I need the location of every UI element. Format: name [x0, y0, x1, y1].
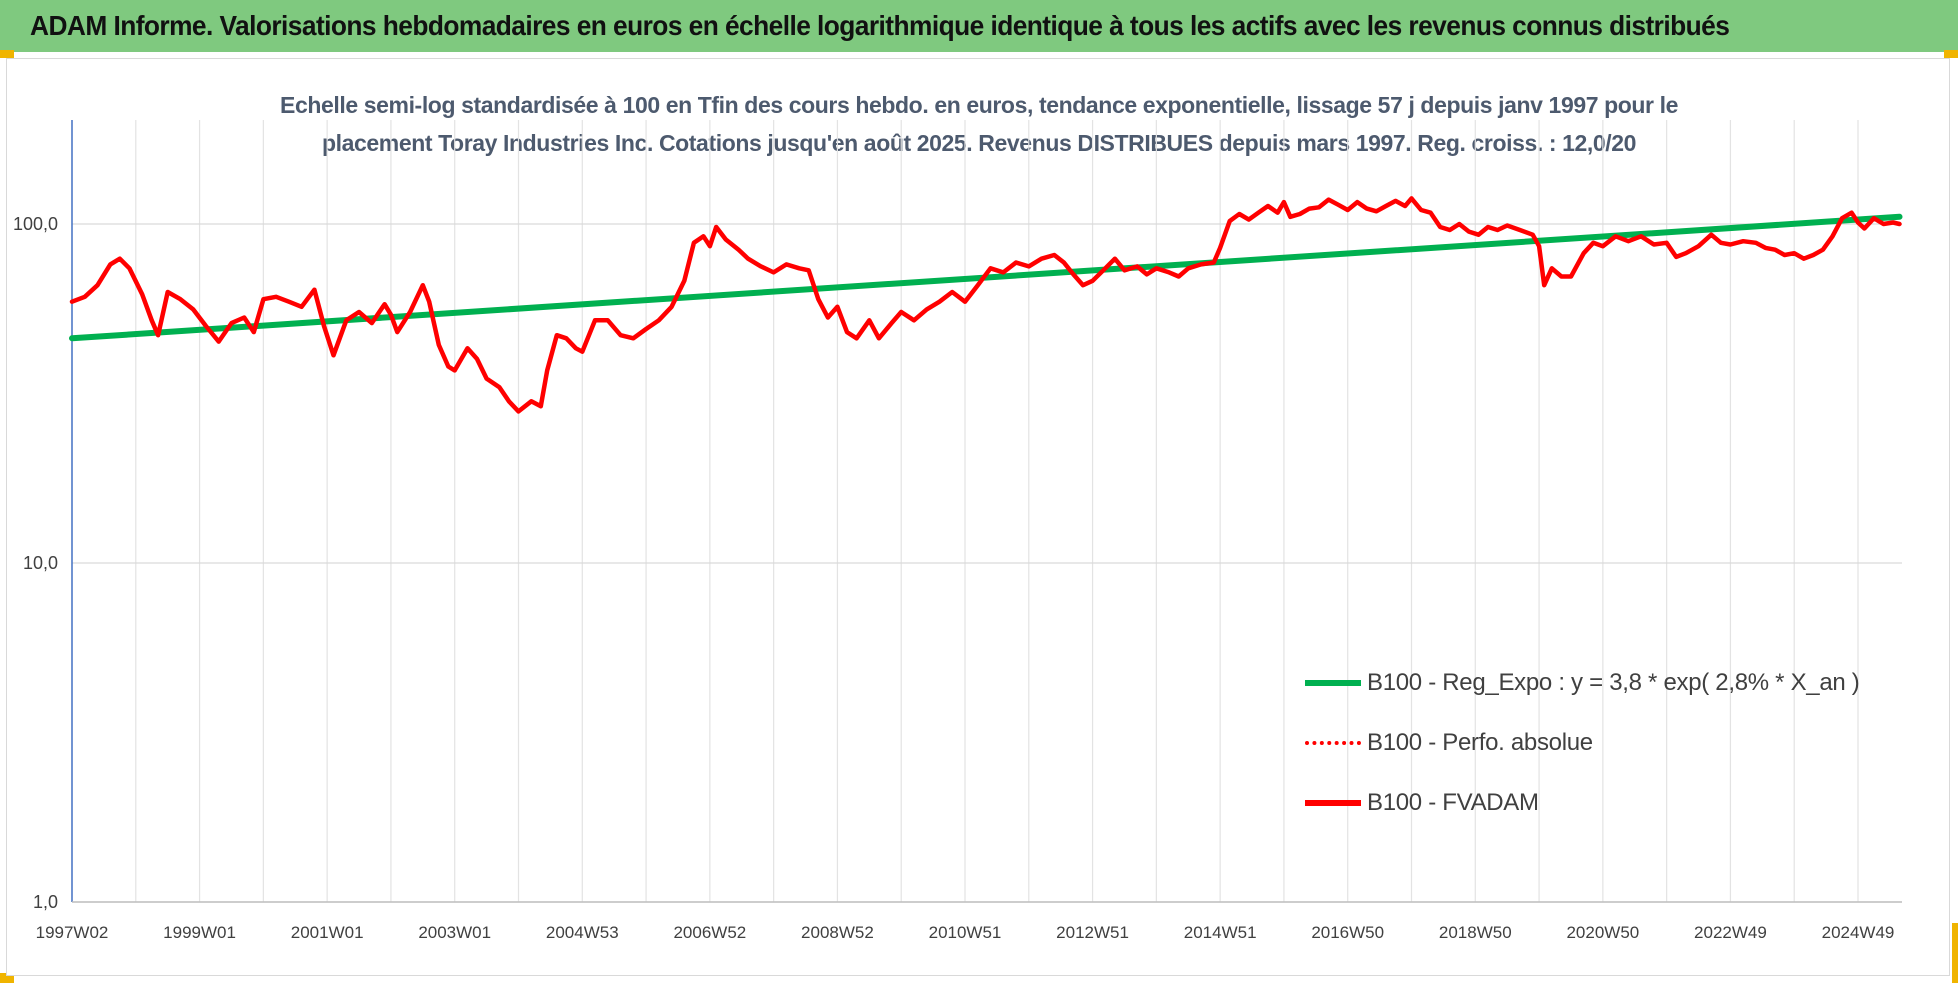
x-tick-label: 2008W52 [801, 923, 874, 942]
legend-swatch-red-solid [1305, 800, 1361, 806]
series-lines [69, 196, 1903, 414]
x-tick-label: 2003W01 [418, 923, 491, 942]
y-tick-label: 100,0 [13, 214, 58, 234]
legend-item-fvadam: B100 - FVADAM [1305, 773, 1905, 833]
chart-title-line-2: placement Toray Industries Inc. Cotation… [321, 130, 1637, 156]
axes: 1,0 10,0 100,0 1997W02 1999W01 2001W01 2003W01… [13, 120, 1902, 942]
x-tick-label: 2022W49 [1694, 923, 1767, 942]
x-tick-label: 2012W51 [1056, 923, 1129, 942]
report-banner: ADAM Informe. Valorisations hebdomadaire… [0, 0, 1958, 52]
x-tick-label: 1997W02 [36, 923, 109, 942]
legend-item-perfo-absolue: B100 - Perfo. absolue [1305, 713, 1905, 773]
legend-label: B100 - Perfo. absolue [1367, 729, 1593, 756]
series-line-fvadam [69, 196, 1902, 414]
x-tick-label: 2016W50 [1311, 923, 1384, 942]
x-tick-label: 2004W53 [546, 923, 619, 942]
x-tick-label: 2020W50 [1566, 923, 1639, 942]
x-tick-label: 2024W49 [1822, 923, 1895, 942]
corner-marker-top-right [1944, 50, 1958, 58]
legend-label: B100 - Reg_Expo : y = 3,8 * exp( 2,8% * … [1367, 669, 1860, 696]
legend-label: B100 - FVADAM [1367, 789, 1539, 816]
x-tick-label: 2018W50 [1439, 923, 1512, 942]
chart-title-line-1: Echelle semi-log standardisée à 100 en T… [280, 92, 1678, 118]
y-tick-label: 10,0 [23, 553, 58, 573]
x-tick-label: 2001W01 [291, 923, 364, 942]
chart-legend: B100 - Reg_Expo : y = 3,8 * exp( 2,8% * … [1305, 653, 1905, 833]
x-tick-label: 2010W51 [929, 923, 1002, 942]
legend-item-reg-expo: B100 - Reg_Expo : y = 3,8 * exp( 2,8% * … [1305, 653, 1905, 713]
report-title: ADAM Informe. Valorisations hebdomadaire… [30, 10, 1730, 41]
x-tick-label: 2006W52 [673, 923, 746, 942]
corner-marker-bottom-left [0, 973, 14, 983]
corner-marker-top-left [0, 50, 14, 58]
legend-swatch-red-dotted [1305, 741, 1361, 745]
chart-title: Echelle semi-log standardisée à 100 en T… [0, 86, 1958, 162]
x-tick-label: 2014W51 [1184, 923, 1257, 942]
chart-frame [6, 58, 1950, 976]
legend-swatch-green-solid [1305, 680, 1361, 686]
y-tick-label: 1,0 [33, 892, 58, 912]
corner-marker-bottom-right [1952, 923, 1958, 983]
x-tick-label: 1999W01 [163, 923, 236, 942]
